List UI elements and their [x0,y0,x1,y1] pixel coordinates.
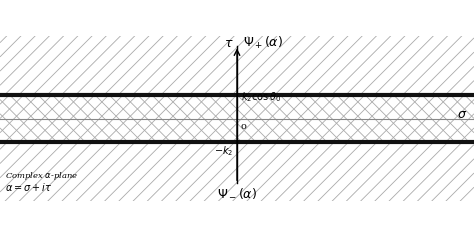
Text: Complex $\alpha$-plane: Complex $\alpha$-plane [5,170,78,182]
Text: $\tau$: $\tau$ [224,36,233,50]
Text: o: o [240,122,246,131]
Text: $\sigma$: $\sigma$ [457,109,468,121]
Text: $\Psi_-(\alpha)$: $\Psi_-(\alpha)$ [217,187,257,201]
Text: $-k_2$: $-k_2$ [214,145,233,158]
Text: $\alpha=\sigma+i\tau$: $\alpha=\sigma+i\tau$ [5,181,52,193]
Text: $\Psi_+(\alpha)$: $\Psi_+(\alpha)$ [243,35,283,51]
Text: $k_2\cos\theta_0$: $k_2\cos\theta_0$ [240,91,281,104]
